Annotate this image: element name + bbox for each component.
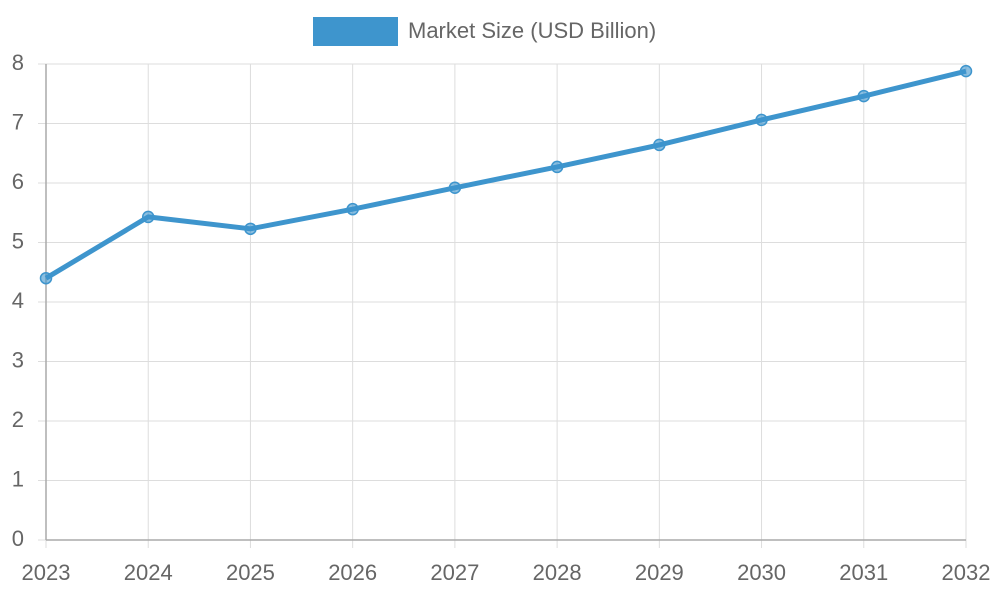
y-tick-label: 0 [12,526,24,551]
data-point [244,222,257,236]
data-point [550,160,564,174]
y-tick-label: 4 [12,288,24,313]
legend-label: Market Size (USD Billion) [408,18,656,43]
x-tick-label: 2026 [328,560,377,585]
x-tick-label: 2031 [839,560,888,585]
legend-swatch [313,17,398,46]
data-point [448,181,462,195]
data-point [39,271,53,285]
y-tick-label: 6 [12,169,24,194]
series-line [44,68,967,281]
data-point [653,138,666,152]
y-tick-label: 7 [12,109,24,134]
x-tick-label: 2025 [226,560,275,585]
y-tick-label: 5 [12,228,24,253]
x-tick-label: 2027 [430,560,479,585]
data-point [346,202,359,216]
x-tick-label: 2030 [737,560,786,585]
x-tick-label: 2023 [22,560,71,585]
data-point [755,113,768,127]
x-tick-label: 2028 [533,560,582,585]
y-tick-label: 3 [12,347,24,372]
x-tick-label: 2032 [942,560,991,585]
x-tick-label: 2024 [124,560,173,585]
y-tick-label: 2 [12,407,24,432]
data-point [959,64,973,78]
data-point [141,210,155,224]
data-point [857,89,871,103]
y-tick-label: 8 [12,50,24,75]
x-tick-label: 2029 [635,560,684,585]
y-tick-label: 1 [12,466,24,491]
